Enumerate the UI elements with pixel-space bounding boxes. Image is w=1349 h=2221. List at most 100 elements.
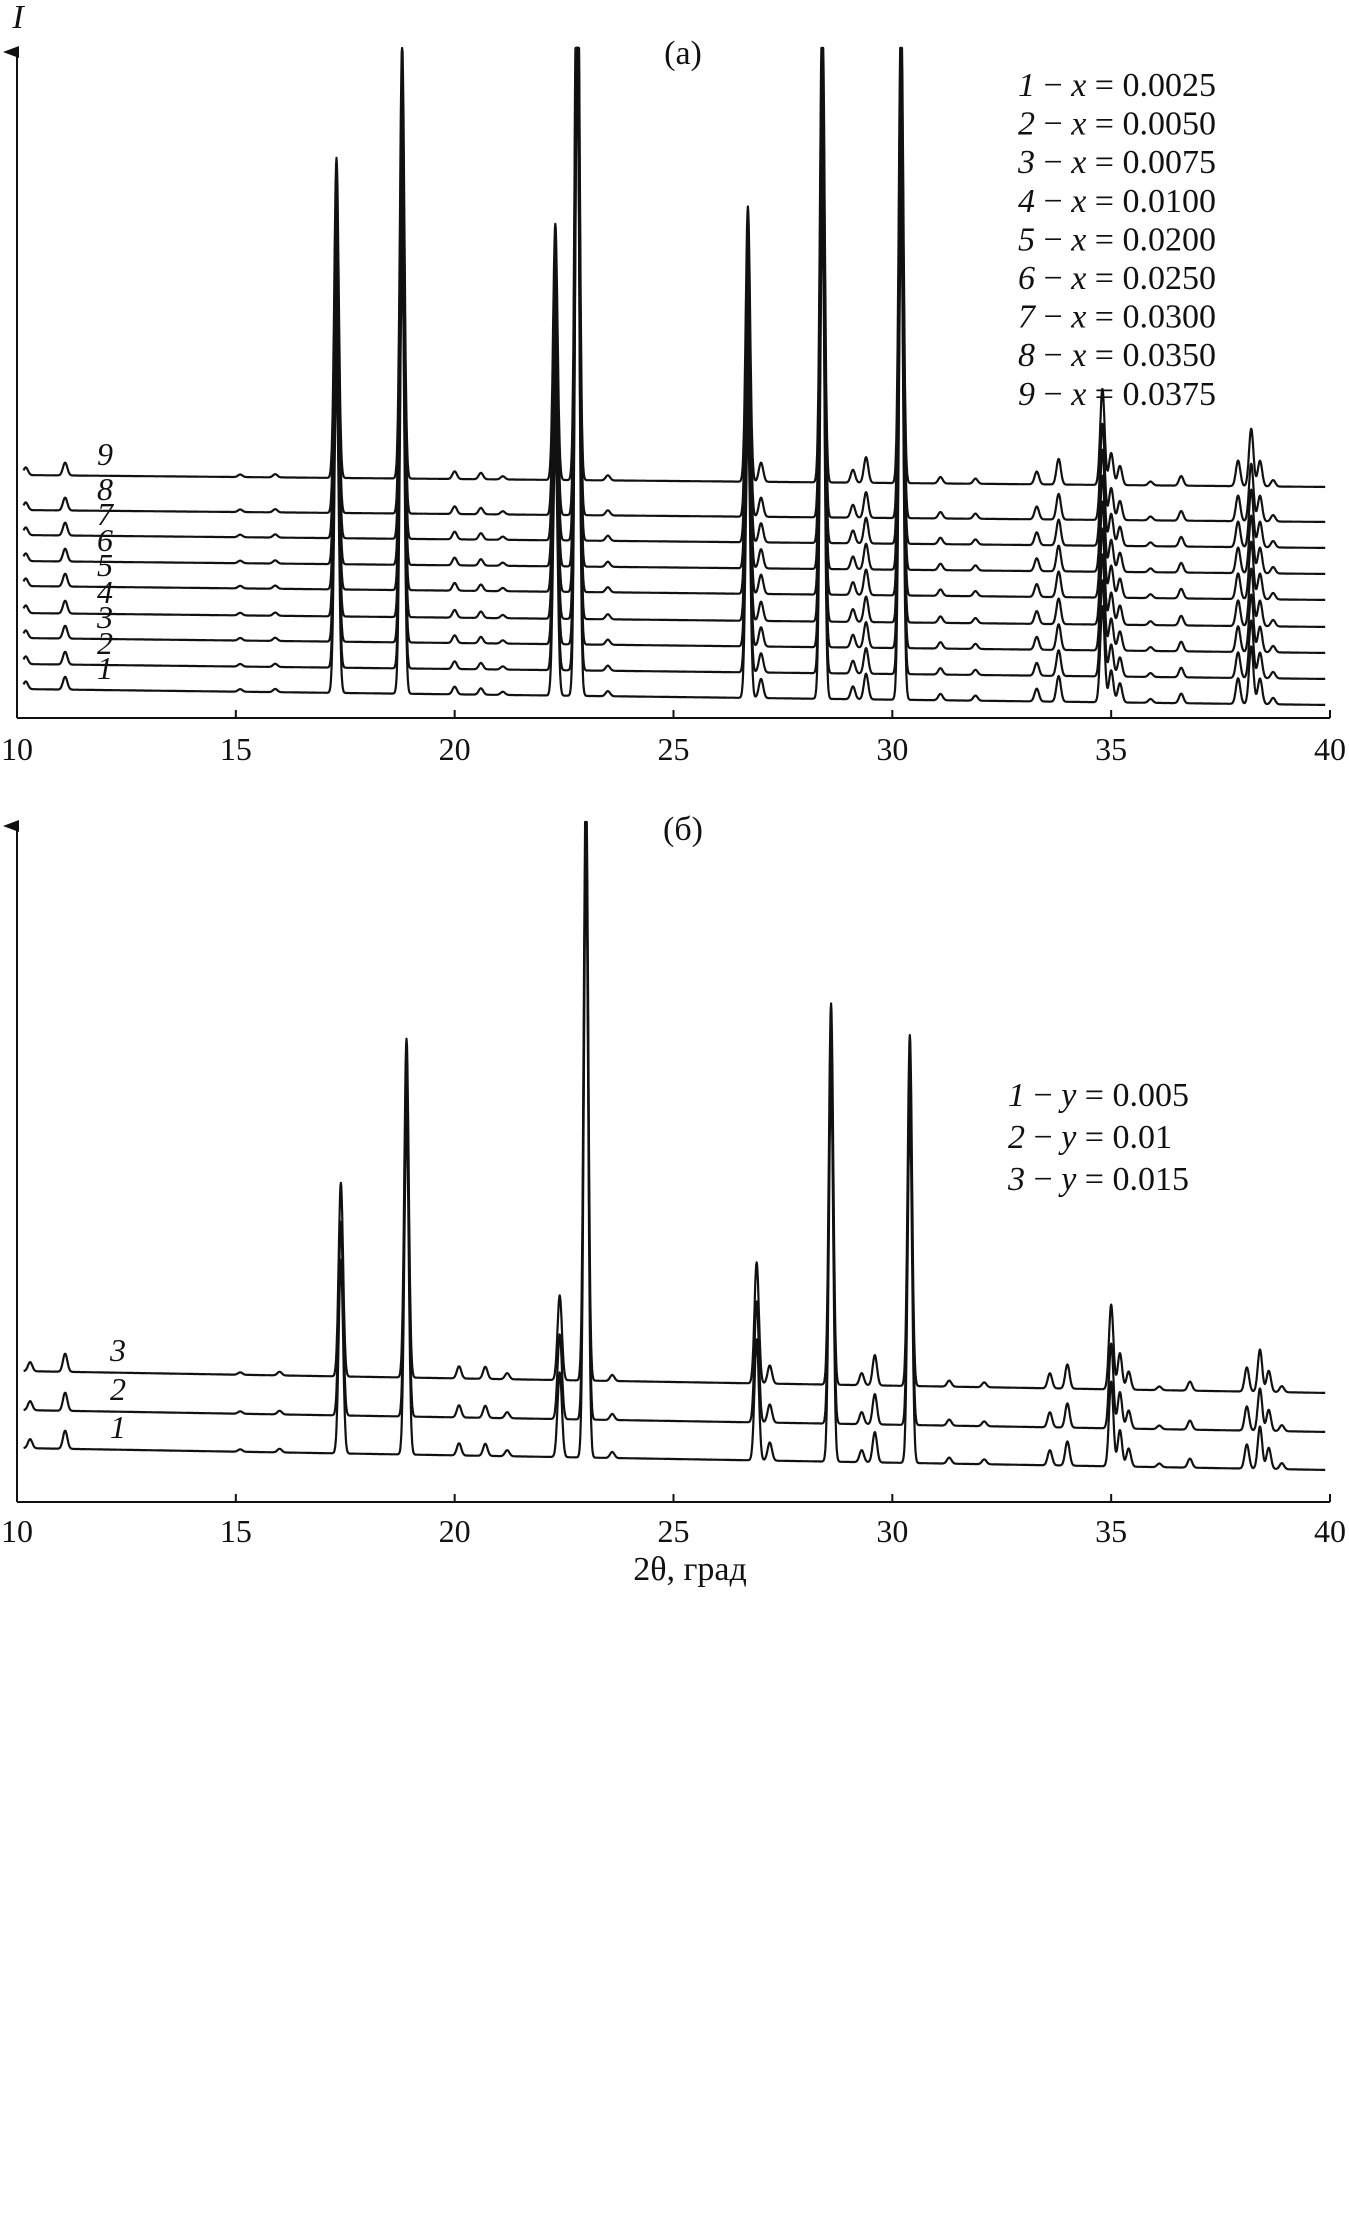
legend-entry: 1 − x = 0.0025 xyxy=(1018,67,1216,104)
x-tick-label: 35 xyxy=(1095,731,1127,767)
series-line-5 xyxy=(22,46,1326,601)
series-line-7 xyxy=(22,46,1326,550)
panel-label: (б) xyxy=(663,811,703,848)
y-axis-label: I xyxy=(11,0,25,36)
legend-entry: 9 − x = 0.0375 xyxy=(1018,376,1216,413)
x-tick-label: 25 xyxy=(658,1513,690,1549)
legend-entry: 3 − y = 0.015 xyxy=(1007,1161,1189,1198)
legend-number: 2 xyxy=(1018,106,1035,143)
legend-variable: x xyxy=(1070,183,1086,220)
legend-value: = 0.01 xyxy=(1076,1119,1172,1156)
x-tick-label: 40 xyxy=(1314,731,1346,767)
legend-dash: − xyxy=(1035,376,1071,413)
legend-value: = 0.0200 xyxy=(1086,221,1216,258)
legend-entry: 2 − x = 0.0050 xyxy=(1018,106,1216,143)
series-label: 2 xyxy=(97,625,113,661)
x-tick-label: 10 xyxy=(1,1513,33,1549)
x-tick-label: 30 xyxy=(876,1513,908,1549)
series-line-3 xyxy=(22,46,1326,654)
legend-value: = 0.0350 xyxy=(1086,337,1216,374)
x-tick-label: 40 xyxy=(1314,1513,1346,1549)
legend-number: 1 xyxy=(1018,67,1035,104)
legend-entry: 1 − y = 0.005 xyxy=(1008,1077,1189,1114)
legend-number: 3 xyxy=(1007,1161,1025,1198)
legend-variable: y xyxy=(1058,1161,1077,1198)
legend-number: 3 xyxy=(1017,144,1035,181)
legend-entry: 5 − x = 0.0200 xyxy=(1018,221,1216,258)
series-label: 8 xyxy=(97,471,113,507)
legend-value: = 0.015 xyxy=(1076,1161,1189,1198)
legend-value: = 0.0375 xyxy=(1086,376,1216,413)
series-line-1 xyxy=(22,54,1326,706)
legend-dash: − xyxy=(1025,1119,1061,1156)
series-label: 3 xyxy=(96,599,113,635)
legend-dash: − xyxy=(1035,106,1071,143)
x-tick-label: 35 xyxy=(1095,1513,1127,1549)
series-label: 7 xyxy=(97,496,115,532)
legend-variable: x xyxy=(1070,299,1086,336)
series-line-6 xyxy=(22,46,1326,576)
legend-dash: − xyxy=(1035,337,1071,374)
legend-dash: − xyxy=(1025,1077,1061,1114)
legend-value: = 0.0075 xyxy=(1086,144,1216,181)
series-label: 5 xyxy=(97,547,113,583)
x-axis-label: 2θ, град xyxy=(633,1551,747,1588)
legend-value: = 0.005 xyxy=(1076,1077,1189,1114)
legend-variable: y xyxy=(1058,1119,1077,1156)
legend-number: 2 xyxy=(1008,1119,1025,1156)
series-line-8 xyxy=(22,46,1326,524)
legend-number: 6 xyxy=(1018,260,1035,297)
series-line-9 xyxy=(22,46,1326,489)
legend-variable: x xyxy=(1070,260,1086,297)
legend-dash: − xyxy=(1035,144,1071,181)
legend-dash: − xyxy=(1035,221,1071,258)
series-line-2 xyxy=(22,820,1326,1433)
x-tick-label: 20 xyxy=(439,731,471,767)
legend-number: 4 xyxy=(1018,183,1035,220)
legend-dash: − xyxy=(1035,299,1071,336)
legend-value: = 0.0050 xyxy=(1086,106,1216,143)
legend-number: 8 xyxy=(1018,337,1035,374)
series-label: 1 xyxy=(110,1409,126,1445)
legend-variable: x xyxy=(1070,106,1086,143)
legend-variable: y xyxy=(1058,1077,1077,1114)
series-label: 9 xyxy=(97,436,113,472)
legend-entry: 2 − y = 0.01 xyxy=(1008,1119,1172,1156)
legend-entry: 8 − x = 0.0350 xyxy=(1018,337,1216,374)
series-label: 6 xyxy=(97,522,113,558)
legend-value: = 0.0250 xyxy=(1086,260,1216,297)
series-line-1 xyxy=(22,851,1326,1471)
legend-variable: x xyxy=(1070,337,1086,374)
x-tick-label: 25 xyxy=(658,731,690,767)
legend-number: 9 xyxy=(1018,376,1035,413)
series-label: 1 xyxy=(97,650,113,686)
legend-entry: 7 − x = 0.0300 xyxy=(1018,299,1216,336)
legend-dash: − xyxy=(1025,1161,1061,1198)
series-line-4 xyxy=(22,46,1326,628)
legend-variable: x xyxy=(1070,144,1086,181)
x-tick-label: 20 xyxy=(439,1513,471,1549)
legend-variable: x xyxy=(1070,376,1086,413)
legend-variable: x xyxy=(1070,221,1086,258)
series-label: 4 xyxy=(97,574,113,610)
legend-dash: − xyxy=(1035,67,1071,104)
legend-entry: 6 − x = 0.0250 xyxy=(1018,260,1216,297)
x-tick-label: 15 xyxy=(220,1513,252,1549)
panel-label: (a) xyxy=(664,35,702,72)
legend-number: 7 xyxy=(1018,299,1037,336)
series-line-3 xyxy=(22,820,1326,1394)
x-tick-label: 30 xyxy=(876,731,908,767)
legend-entry: 4 − x = 0.0100 xyxy=(1018,183,1216,220)
x-tick-label: 15 xyxy=(220,731,252,767)
series-line-2 xyxy=(22,46,1326,680)
series-label: 3 xyxy=(109,1332,126,1368)
legend-dash: − xyxy=(1035,260,1071,297)
legend-number: 5 xyxy=(1018,221,1035,258)
legend-variable: x xyxy=(1070,67,1086,104)
legend-value: = 0.0025 xyxy=(1086,67,1216,104)
legend-value: = 0.0300 xyxy=(1086,299,1216,336)
legend-entry: 3 − x = 0.0075 xyxy=(1017,144,1216,181)
legend-value: = 0.0100 xyxy=(1086,183,1216,220)
